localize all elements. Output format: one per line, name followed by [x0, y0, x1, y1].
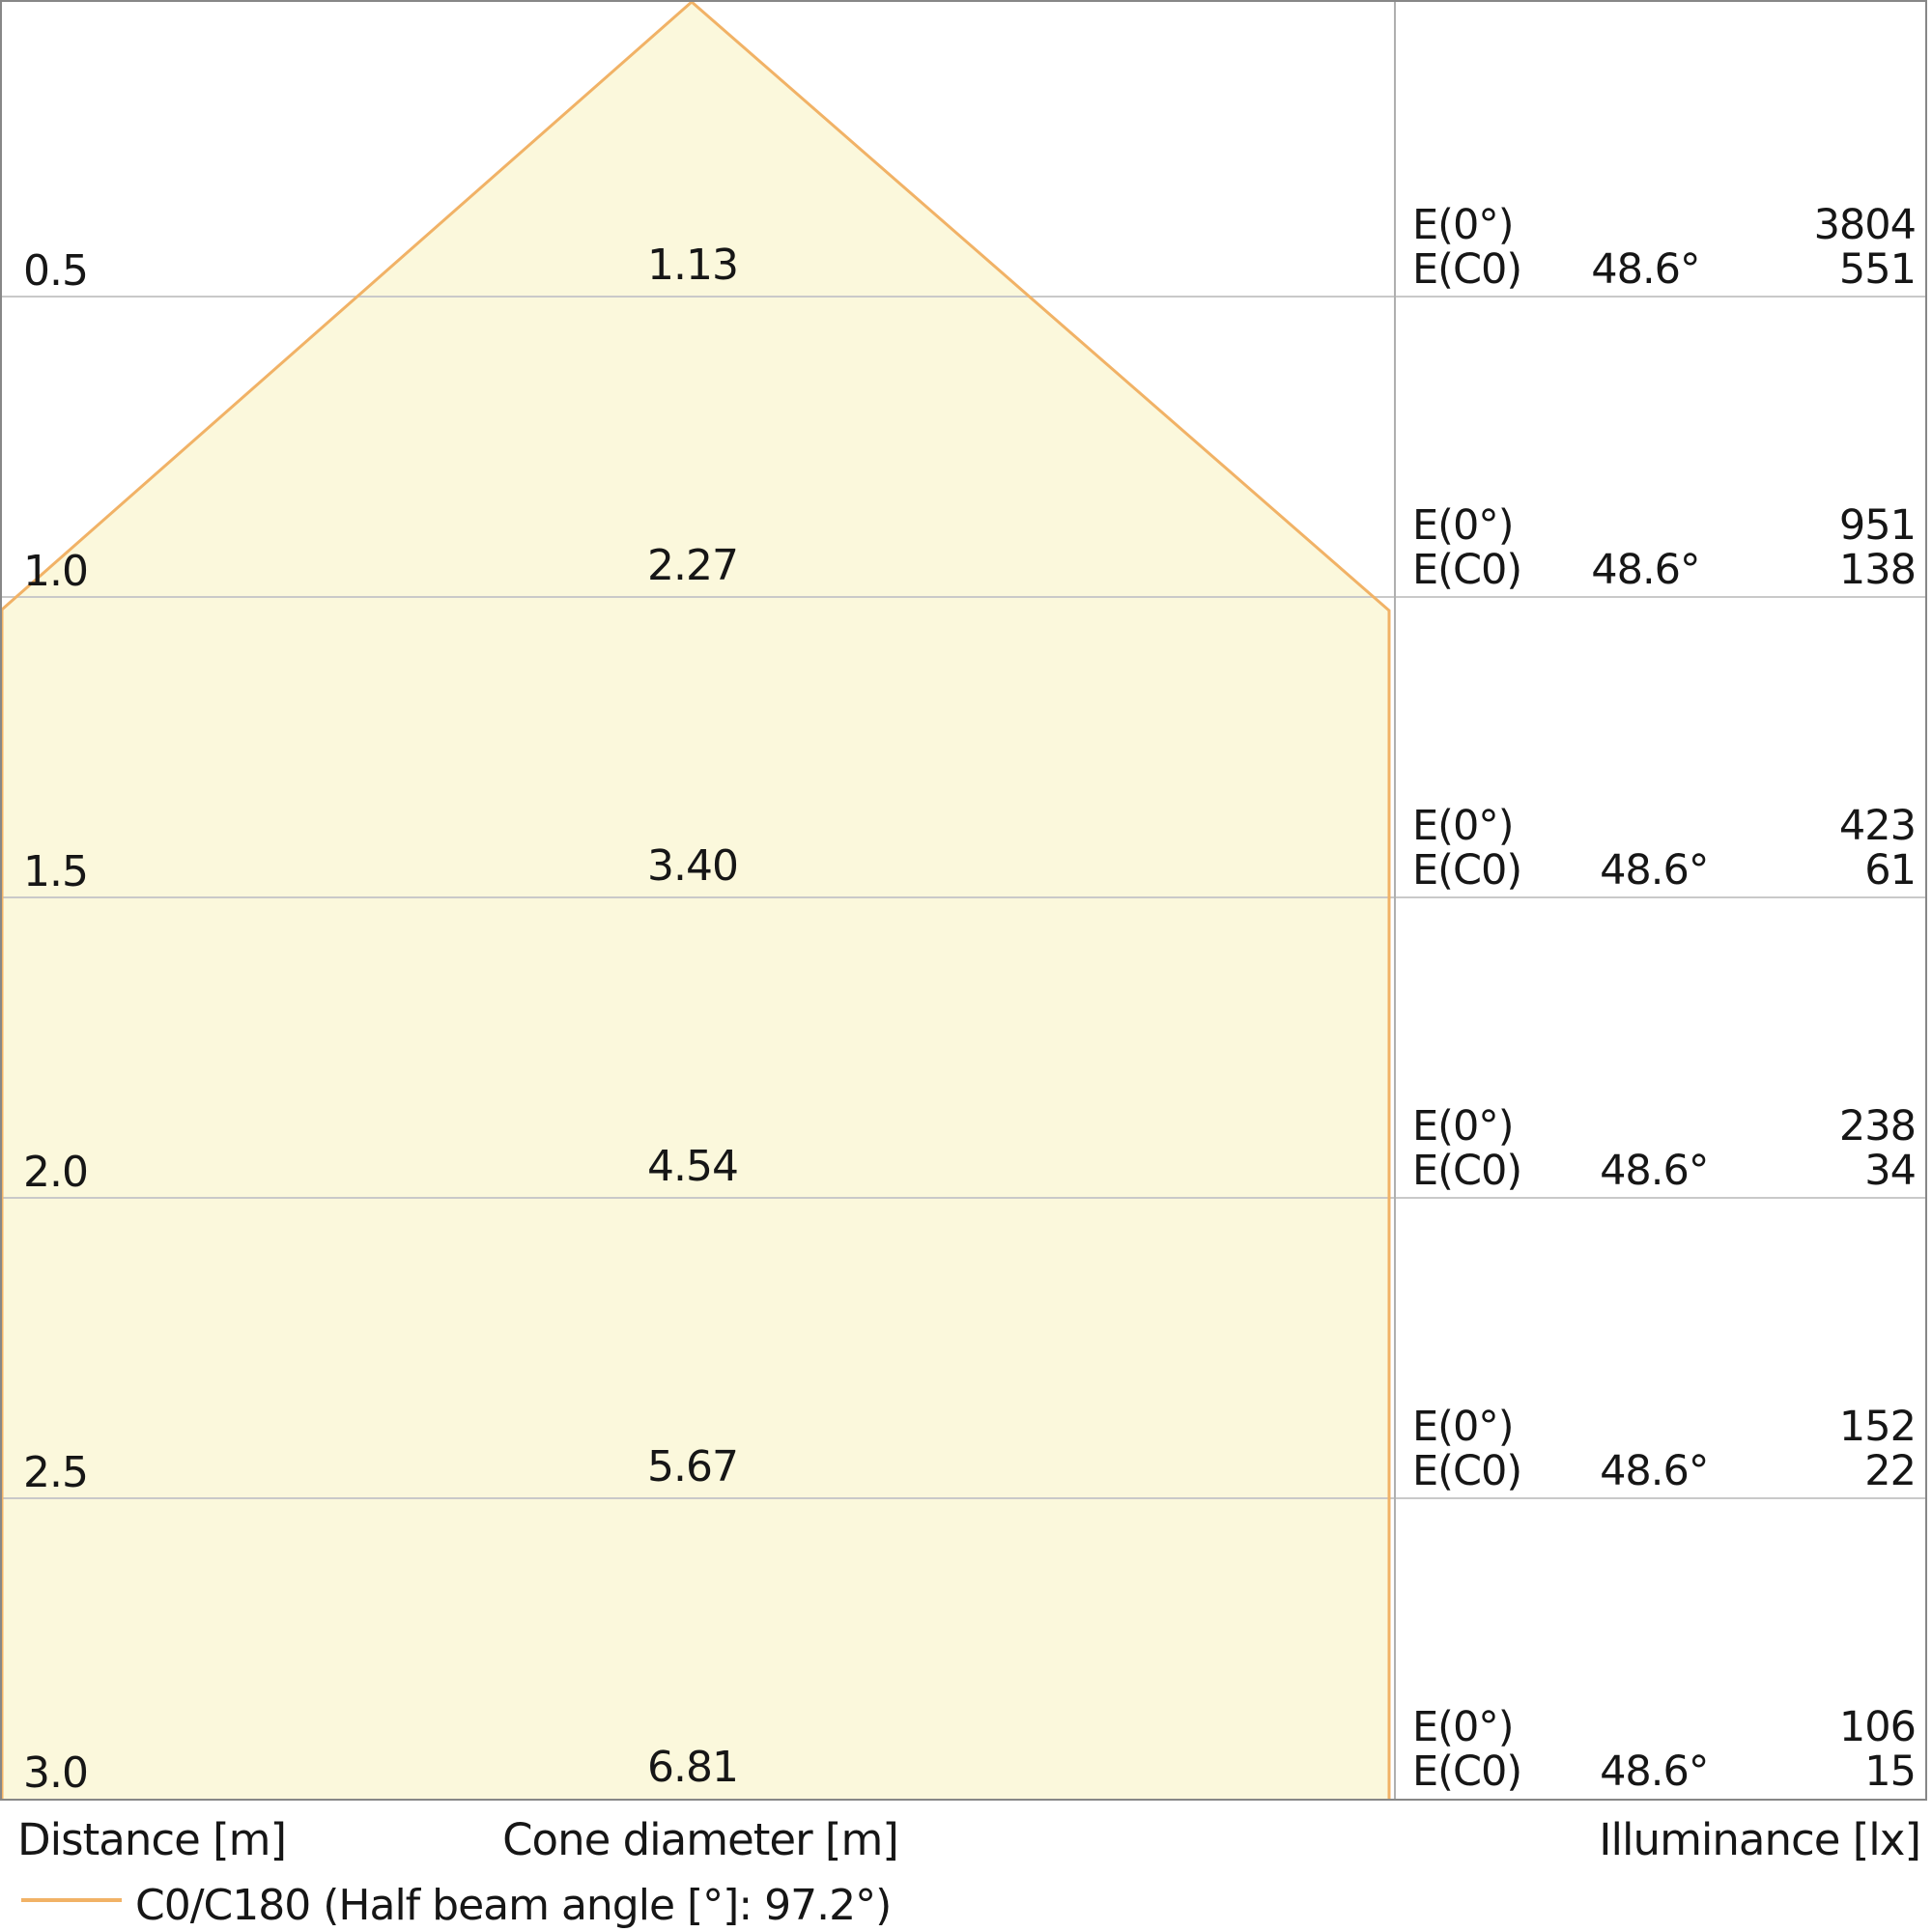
ec0-value: 15 [1864, 1747, 1917, 1796]
distance-tick-0.5: 0.5 [23, 246, 89, 296]
distance-tick-2.0: 2.0 [23, 1148, 89, 1197]
illuminance-block-3.0: E(0°) 106 E(C0) 48.6° 15 [1412, 1703, 1917, 1796]
e0-line: E(0°) 238 [1412, 1102, 1917, 1151]
diagram-frame: 0.5 1.0 1.5 2.0 2.5 3.0 1.13 2.27 3.40 4… [0, 0, 1927, 1801]
e0-line: E(0°) 951 [1412, 501, 1917, 550]
legend-swatch [21, 1898, 122, 1902]
ec0-value: 34 [1864, 1147, 1917, 1195]
ec0-label: E(C0) [1412, 1447, 1522, 1495]
light-cone-outline [2, 2, 1391, 1799]
ec0-angle: 48.6° [1591, 546, 1700, 594]
legend-label: C0/C180 (Half beam angle [°]: 97.2°) [135, 1881, 892, 1930]
ec0-label: E(C0) [1412, 245, 1522, 294]
e0-label: E(0°) [1412, 501, 1515, 550]
ec0-label: E(C0) [1412, 546, 1522, 594]
distance-axis-label: Distance [m] [17, 1814, 287, 1865]
ec0-line: E(C0) 48.6° 34 [1412, 1147, 1917, 1195]
cone-diameter-value-0.5: 1.13 [647, 241, 739, 290]
cone-diameter-value-1.0: 2.27 [647, 541, 739, 590]
ec0-value: 551 [1838, 245, 1917, 294]
distance-tick-1.0: 1.0 [23, 547, 89, 596]
distance-tick-1.5: 1.5 [23, 847, 89, 896]
cone-plot [2, 2, 1925, 1799]
e0-line: E(0°) 3804 [1412, 201, 1917, 249]
e0-value: 423 [1838, 802, 1917, 850]
ec0-angle: 48.6° [1600, 1447, 1709, 1495]
ec0-line: E(C0) 48.6° 138 [1412, 546, 1917, 594]
e0-label: E(0°) [1412, 201, 1515, 249]
distance-tick-3.0: 3.0 [23, 1748, 89, 1798]
e0-value: 951 [1838, 501, 1917, 550]
e0-label: E(0°) [1412, 1703, 1515, 1751]
illuminance-axis-label: Illuminance [lx] [1599, 1814, 1921, 1865]
ec0-angle: 48.6° [1600, 1147, 1709, 1195]
illuminance-block-1.0: E(0°) 951 E(C0) 48.6° 138 [1412, 501, 1917, 594]
ec0-label: E(C0) [1412, 1747, 1522, 1796]
e0-label: E(0°) [1412, 1403, 1515, 1451]
illuminance-block-1.5: E(0°) 423 E(C0) 48.6° 61 [1412, 802, 1917, 895]
e0-value: 238 [1838, 1102, 1917, 1151]
ec0-value: 61 [1864, 846, 1917, 895]
illuminance-block-2.0: E(0°) 238 E(C0) 48.6° 34 [1412, 1102, 1917, 1195]
ec0-angle: 48.6° [1600, 1747, 1709, 1796]
ec0-label: E(C0) [1412, 1147, 1522, 1195]
ec0-label: E(C0) [1412, 846, 1522, 895]
light-cone-fill [2, 2, 1389, 1799]
e0-value: 106 [1838, 1703, 1917, 1751]
e0-value: 152 [1838, 1403, 1917, 1451]
ec0-value: 22 [1864, 1447, 1917, 1495]
ec0-value: 138 [1838, 546, 1917, 594]
ec0-line: E(C0) 48.6° 15 [1412, 1747, 1917, 1796]
ec0-angle: 48.6° [1600, 846, 1709, 895]
cone-diameter-value-2.5: 5.67 [647, 1442, 739, 1492]
cone-diameter-value-3.0: 6.81 [647, 1743, 739, 1792]
ec0-angle: 48.6° [1591, 245, 1700, 294]
ec0-line: E(C0) 48.6° 61 [1412, 846, 1917, 895]
e0-line: E(0°) 423 [1412, 802, 1917, 850]
distance-tick-2.5: 2.5 [23, 1448, 89, 1497]
e0-label: E(0°) [1412, 802, 1515, 850]
e0-value: 3804 [1813, 201, 1917, 249]
e0-line: E(0°) 106 [1412, 1703, 1917, 1751]
cone-diameter-value-1.5: 3.40 [647, 841, 739, 891]
illuminance-block-0.5: E(0°) 3804 E(C0) 48.6° 551 [1412, 201, 1917, 294]
cone-diameter-value-2.0: 4.54 [647, 1142, 739, 1191]
e0-line: E(0°) 152 [1412, 1403, 1917, 1451]
cone-diameter-axis-label: Cone diameter [m] [502, 1814, 899, 1865]
ec0-line: E(C0) 48.6° 551 [1412, 245, 1917, 294]
e0-label: E(0°) [1412, 1102, 1515, 1151]
ec0-line: E(C0) 48.6° 22 [1412, 1447, 1917, 1495]
illuminance-block-2.5: E(0°) 152 E(C0) 48.6° 22 [1412, 1403, 1917, 1495]
